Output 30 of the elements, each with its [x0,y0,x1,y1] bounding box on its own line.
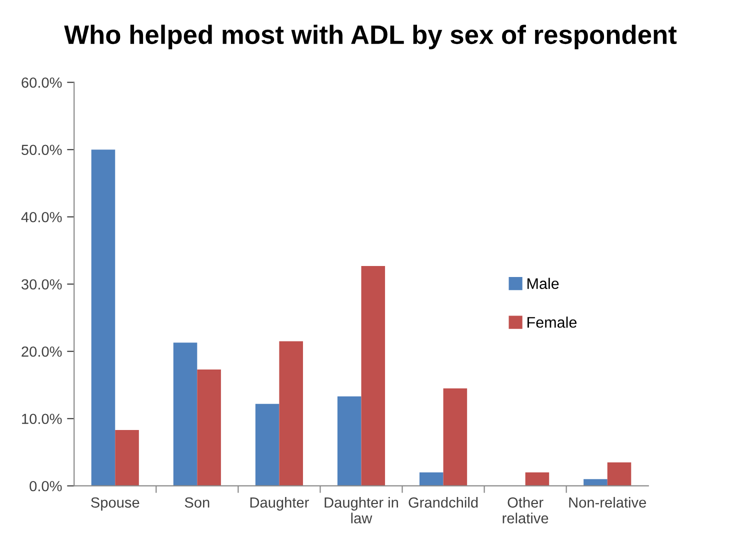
y-tick-label: 10.0% [22,414,62,424]
bar [197,370,221,486]
bar [443,388,468,486]
bar [361,266,386,486]
bar [255,404,280,486]
x-tick-label: Grandchild [408,496,478,508]
bar [279,341,303,486]
x-tick-label: Son [184,497,210,508]
x-tick-label: Daughter in law [324,496,398,524]
y-tick-label: 60.0% [22,77,62,88]
legend-label: Male [528,278,559,290]
bar [419,472,444,486]
y-tick-label: 50.0% [22,144,62,156]
y-tick-label: 30.0% [22,279,62,290]
x-tick-label: Spouse [91,497,140,511]
bar [91,150,116,486]
x-tick-label: Other relative [502,496,548,524]
x-tick-label: Non-relative [569,496,646,508]
x-tick-label: Daughter [250,496,309,511]
bar [584,479,608,486]
y-tick-label: 40.0% [21,212,62,222]
bar [607,462,632,486]
bar [337,396,362,486]
y-tick-label: 0.0% [30,480,62,492]
bar [173,342,198,486]
bar [115,430,139,486]
y-tick-label: 20.0% [22,346,62,357]
legend-label: Female [528,316,577,328]
chart-title: Who helped most with ADL by sex of respondent [64,24,677,50]
bar [525,472,550,486]
